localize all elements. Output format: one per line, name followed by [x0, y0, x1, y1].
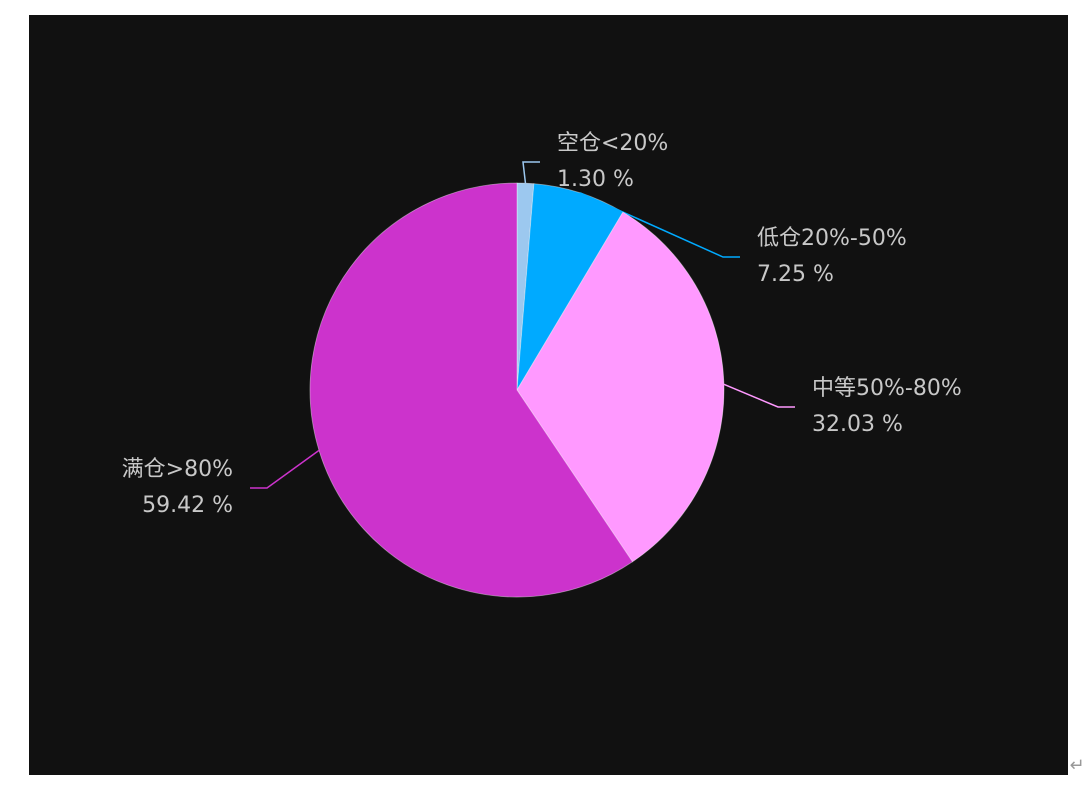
pie-slice — [309, 182, 634, 598]
value-label: 7.25 % — [757, 262, 834, 287]
leader-line — [250, 449, 320, 489]
pie-slice — [516, 211, 725, 563]
value-label: 1.30 % — [557, 167, 634, 192]
slice-label: 低仓20%-50% — [757, 226, 907, 251]
leader-line — [723, 383, 795, 408]
leader-line — [579, 192, 740, 258]
value-label: 32.03 % — [812, 412, 903, 437]
value-label: 59.42 % — [142, 493, 233, 518]
slice-label: 中等50%-80% — [812, 376, 962, 401]
paragraph-mark: ↵ — [1069, 755, 1084, 776]
leader-line — [522, 161, 540, 184]
slice-label: 空仓<20% — [557, 131, 668, 156]
slice-label: 满仓>80% — [122, 457, 233, 482]
